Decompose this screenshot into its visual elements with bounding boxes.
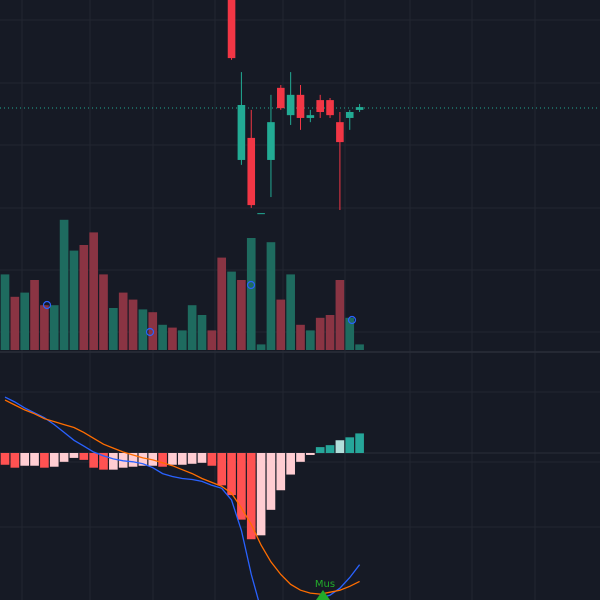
- volume-bar: [227, 271, 236, 350]
- histogram-bar: [177, 453, 187, 465]
- candle-body: [267, 122, 275, 160]
- volume-bar: [325, 315, 335, 350]
- volume-bar: [168, 327, 177, 350]
- histogram-bar: [237, 453, 246, 520]
- histogram-bar: [227, 453, 236, 496]
- histogram-bar: [10, 453, 20, 468]
- volume-bar: [138, 309, 148, 350]
- histogram-bar: [40, 453, 49, 468]
- volume-bar: [20, 292, 30, 350]
- volume-bar: [0, 274, 10, 350]
- candle-body: [306, 115, 315, 118]
- histogram-bar: [69, 453, 79, 458]
- candle-body: [237, 105, 246, 160]
- volume-bar: [40, 305, 49, 350]
- histogram-bar: [325, 445, 335, 453]
- histogram-bar: [315, 447, 325, 453]
- volume-bar: [335, 280, 345, 350]
- histogram-bar: [355, 433, 364, 453]
- histogram-bar: [158, 453, 167, 467]
- macd-line: [4, 399, 360, 595]
- histogram-bar: [266, 453, 276, 510]
- histogram-bar: [217, 453, 227, 486]
- histogram-bar: [109, 453, 118, 470]
- histogram-bar: [335, 440, 345, 453]
- histogram-bar: [49, 453, 59, 467]
- histogram-bar: [286, 453, 295, 475]
- candle-body: [326, 100, 334, 116]
- histogram-bar: [20, 453, 30, 466]
- histogram-bar: [99, 453, 108, 470]
- candle-body: [345, 112, 354, 118]
- volume-bar: [276, 299, 286, 350]
- histogram-bar: [168, 453, 177, 465]
- volume-bar: [49, 305, 59, 350]
- volume-bar: [266, 242, 276, 350]
- macd-line: [4, 396, 361, 600]
- volume-bar: [207, 330, 217, 350]
- volume-bar: [99, 274, 108, 350]
- histogram-bar: [187, 453, 197, 464]
- candle-body: [257, 213, 265, 215]
- signal-marker: [42, 300, 52, 310]
- volume-bar: [109, 308, 118, 350]
- signal-marker: [246, 280, 256, 290]
- histogram-bar: [256, 453, 266, 536]
- markers: [42, 280, 357, 337]
- histogram-bar: [306, 453, 315, 455]
- signal-arrow: [316, 590, 330, 600]
- volume-bar: [177, 330, 187, 350]
- volume-bar: [158, 324, 167, 350]
- volume-bar: [355, 344, 364, 350]
- histogram-bar: [246, 453, 256, 540]
- volume-bar: [148, 312, 158, 350]
- histogram-bar: [138, 453, 148, 466]
- volume-bar: [286, 274, 295, 350]
- candle-body: [316, 100, 324, 112]
- candle-body: [277, 87, 285, 109]
- volume-bar: [59, 219, 69, 350]
- candle-body: [247, 137, 256, 206]
- candle-body: [286, 94, 295, 116]
- histogram-bar: [59, 453, 69, 462]
- volume-bar: [69, 250, 79, 350]
- candle-body: [296, 94, 305, 118]
- volume-bar: [10, 296, 20, 350]
- histogram-bar: [276, 453, 286, 491]
- volume-bar: [296, 324, 305, 350]
- signal-marker: [145, 327, 155, 337]
- volume-bar: [256, 344, 266, 350]
- histogram-bar: [345, 437, 355, 453]
- volume-bar: [345, 317, 355, 350]
- histogram-bar: [0, 453, 10, 465]
- signal-label: Mus: [315, 579, 335, 590]
- volume-bar: [237, 280, 246, 350]
- volume-bar: [246, 238, 256, 350]
- candle-body: [355, 107, 364, 110]
- histogram-bar: [296, 453, 305, 462]
- histogram-bar: [79, 453, 89, 460]
- histogram-bar: [128, 453, 138, 467]
- volume-bar: [197, 315, 207, 350]
- histogram-bar: [197, 453, 207, 463]
- volume-bar: [79, 245, 89, 350]
- volume-bar: [118, 292, 128, 350]
- volume-bar: [306, 330, 315, 350]
- histogram-bar: [89, 453, 98, 468]
- histogram-bar: [207, 453, 217, 466]
- histogram-bar: [30, 453, 39, 466]
- volume-bar: [89, 232, 98, 350]
- volume-bar: [315, 317, 325, 350]
- signal-marker: [347, 315, 357, 325]
- candle-body: [336, 122, 344, 143]
- volume-bar: [187, 305, 197, 350]
- volume-bar: [30, 280, 39, 350]
- candle-body: [227, 0, 236, 59]
- volume-bar: [217, 257, 227, 350]
- volume-bar: [128, 299, 138, 350]
